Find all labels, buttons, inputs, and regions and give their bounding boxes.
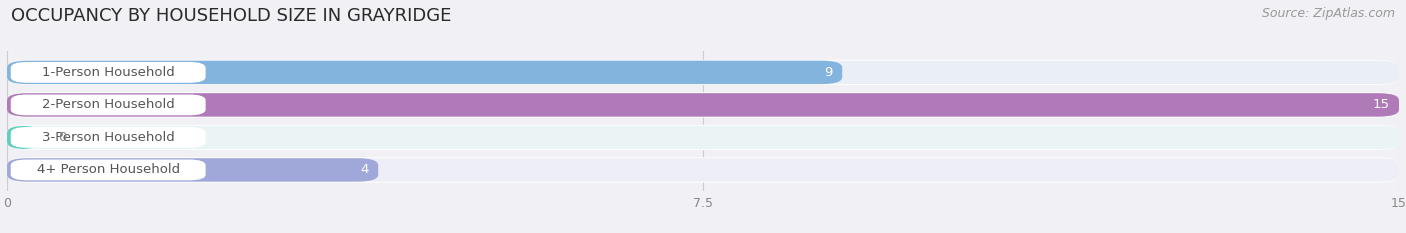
Text: OCCUPANCY BY HOUSEHOLD SIZE IN GRAYRIDGE: OCCUPANCY BY HOUSEHOLD SIZE IN GRAYRIDGE xyxy=(11,7,451,25)
Text: 15: 15 xyxy=(1372,98,1389,111)
Text: 9: 9 xyxy=(824,66,832,79)
FancyBboxPatch shape xyxy=(11,95,205,115)
Text: 1-Person Household: 1-Person Household xyxy=(42,66,174,79)
FancyBboxPatch shape xyxy=(7,157,1399,183)
FancyBboxPatch shape xyxy=(11,62,205,83)
FancyBboxPatch shape xyxy=(11,127,205,148)
FancyBboxPatch shape xyxy=(7,93,1399,116)
FancyBboxPatch shape xyxy=(7,158,1399,182)
Text: 4: 4 xyxy=(360,163,368,176)
Text: 3-Person Household: 3-Person Household xyxy=(42,131,174,144)
FancyBboxPatch shape xyxy=(7,93,1399,116)
FancyBboxPatch shape xyxy=(7,60,1399,85)
FancyBboxPatch shape xyxy=(7,61,1399,84)
FancyBboxPatch shape xyxy=(7,92,1399,118)
Text: 4+ Person Household: 4+ Person Household xyxy=(37,163,180,176)
Text: Source: ZipAtlas.com: Source: ZipAtlas.com xyxy=(1261,7,1395,20)
FancyBboxPatch shape xyxy=(7,126,1399,149)
Text: 2-Person Household: 2-Person Household xyxy=(42,98,174,111)
FancyBboxPatch shape xyxy=(7,61,842,84)
FancyBboxPatch shape xyxy=(11,160,205,180)
FancyBboxPatch shape xyxy=(7,125,1399,150)
FancyBboxPatch shape xyxy=(7,158,378,182)
Text: 0: 0 xyxy=(58,131,66,144)
FancyBboxPatch shape xyxy=(7,126,39,149)
